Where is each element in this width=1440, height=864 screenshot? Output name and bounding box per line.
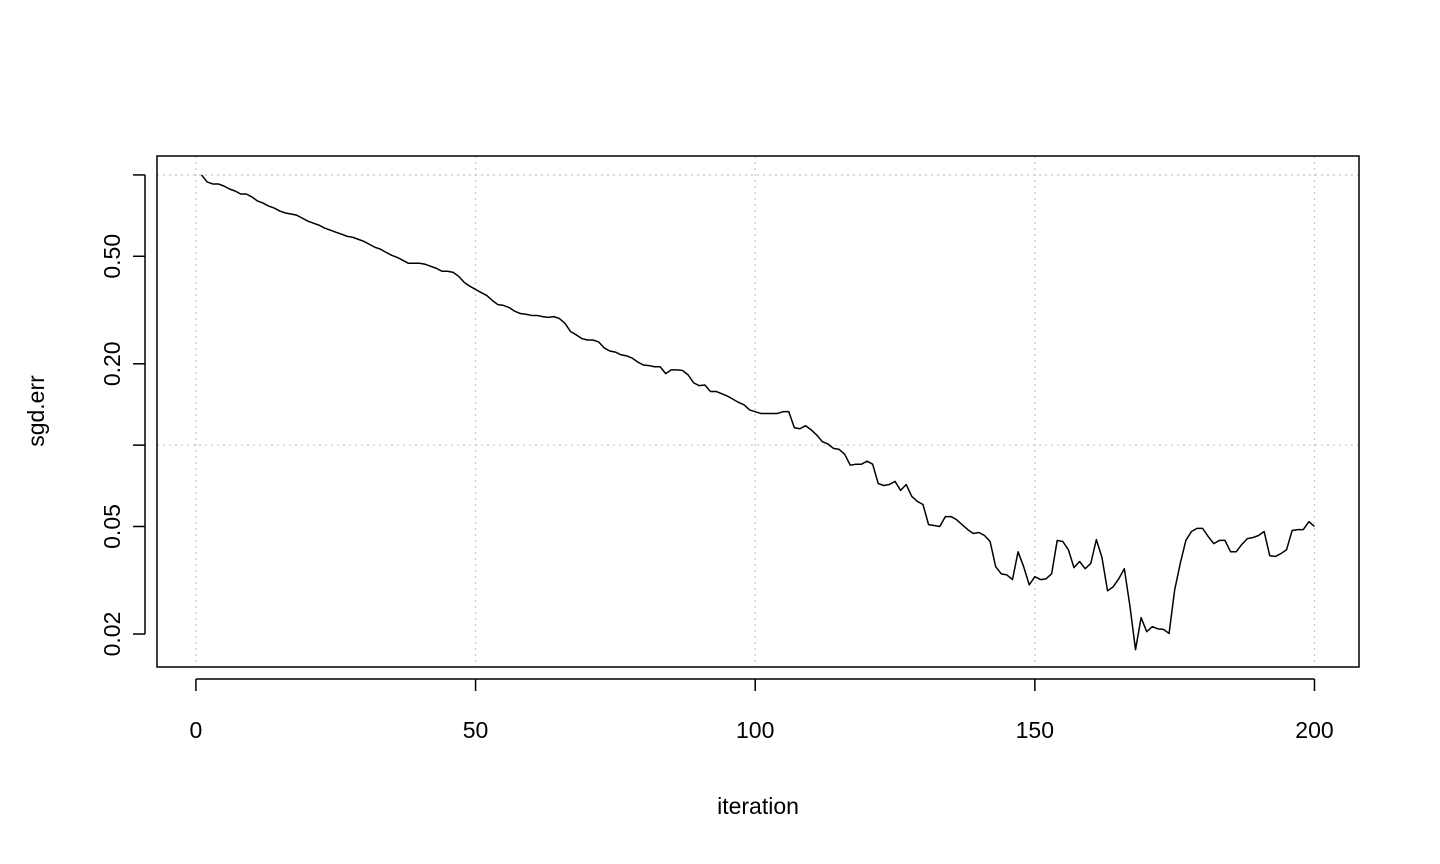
x-tick-label: 100 [736,717,774,743]
x-tick-label: 0 [190,717,203,743]
x-tick-label: 200 [1295,717,1333,743]
y-tick-label: 0.05 [99,504,125,549]
y-axis-label: sgd.err [23,375,49,447]
x-tick-label: 150 [1016,717,1054,743]
y-tick-label: 0.20 [99,341,125,386]
x-axis-label: iteration [717,793,799,819]
plot-frame [156,155,1360,668]
data-line [200,174,1315,651]
y-tick-label: 0.50 [99,234,125,279]
y-tick-label: 0.02 [99,612,125,657]
x-tick-label: 50 [463,717,489,743]
